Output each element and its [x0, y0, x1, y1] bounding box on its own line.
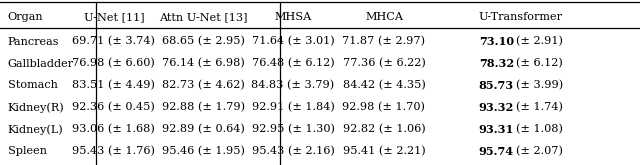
Text: U-Net [11]: U-Net [11] — [84, 12, 144, 22]
Text: 92.36 (± 0.45): 92.36 (± 0.45) — [72, 102, 156, 113]
Text: Pancreas: Pancreas — [8, 37, 59, 47]
Text: 68.65 (± 2.95): 68.65 (± 2.95) — [162, 36, 245, 47]
Text: 84.42 (± 4.35): 84.42 (± 4.35) — [342, 80, 426, 91]
Text: (± 1.74): (± 1.74) — [516, 102, 563, 113]
Text: 93.06 (± 1.68): 93.06 (± 1.68) — [72, 124, 156, 134]
Text: Kidney(R): Kidney(R) — [8, 102, 65, 113]
Text: 83.51 (± 4.49): 83.51 (± 4.49) — [72, 80, 156, 91]
Text: (± 1.08): (± 1.08) — [516, 124, 563, 134]
Text: U-Transformer: U-Transformer — [479, 12, 563, 22]
Text: 95.43 (± 2.16): 95.43 (± 2.16) — [252, 146, 335, 156]
Text: MHSA: MHSA — [275, 12, 312, 22]
Text: 92.91 (± 1.84): 92.91 (± 1.84) — [252, 102, 335, 113]
Text: 93.32: 93.32 — [479, 102, 514, 113]
Text: (± 6.12): (± 6.12) — [516, 58, 563, 69]
Text: 69.71 (± 3.74): 69.71 (± 3.74) — [72, 36, 156, 47]
Text: 95.43 (± 1.76): 95.43 (± 1.76) — [72, 146, 156, 156]
Text: Organ: Organ — [8, 12, 44, 22]
Text: 85.73: 85.73 — [479, 80, 514, 91]
Text: Attn U-Net [13]: Attn U-Net [13] — [159, 12, 248, 22]
Text: 92.88 (± 1.79): 92.88 (± 1.79) — [162, 102, 245, 113]
Text: 95.41 (± 2.21): 95.41 (± 2.21) — [342, 146, 426, 156]
Text: 71.87 (± 2.97): 71.87 (± 2.97) — [342, 36, 426, 47]
Text: Spleen: Spleen — [8, 146, 47, 156]
Text: 92.98 (± 1.70): 92.98 (± 1.70) — [342, 102, 426, 113]
Text: 92.95 (± 1.30): 92.95 (± 1.30) — [252, 124, 335, 134]
Text: 76.98 (± 6.60): 76.98 (± 6.60) — [72, 58, 156, 69]
Text: 92.82 (± 1.06): 92.82 (± 1.06) — [342, 124, 426, 134]
Text: (± 2.07): (± 2.07) — [516, 146, 563, 156]
Text: 95.46 (± 1.95): 95.46 (± 1.95) — [162, 146, 245, 156]
Text: 92.89 (± 0.64): 92.89 (± 0.64) — [162, 124, 245, 134]
Text: 78.32: 78.32 — [479, 58, 514, 69]
Text: 93.31: 93.31 — [479, 124, 514, 135]
Text: (± 3.99): (± 3.99) — [516, 80, 563, 91]
Text: 71.64 (± 3.01): 71.64 (± 3.01) — [252, 36, 335, 47]
Text: Stomach: Stomach — [8, 81, 58, 90]
Text: 73.10: 73.10 — [479, 36, 514, 47]
Text: MHCA: MHCA — [365, 12, 403, 22]
Text: 76.48 (± 6.12): 76.48 (± 6.12) — [252, 58, 335, 69]
Text: 76.14 (± 6.98): 76.14 (± 6.98) — [162, 58, 245, 69]
Text: 82.73 (± 4.62): 82.73 (± 4.62) — [162, 80, 245, 91]
Text: 95.74: 95.74 — [479, 146, 514, 157]
Text: Kidney(L): Kidney(L) — [8, 124, 63, 135]
Text: Gallbladder: Gallbladder — [8, 59, 74, 68]
Text: 84.83 (± 3.79): 84.83 (± 3.79) — [252, 80, 335, 91]
Text: (± 2.91): (± 2.91) — [516, 36, 563, 47]
Text: 77.36 (± 6.22): 77.36 (± 6.22) — [342, 58, 426, 69]
